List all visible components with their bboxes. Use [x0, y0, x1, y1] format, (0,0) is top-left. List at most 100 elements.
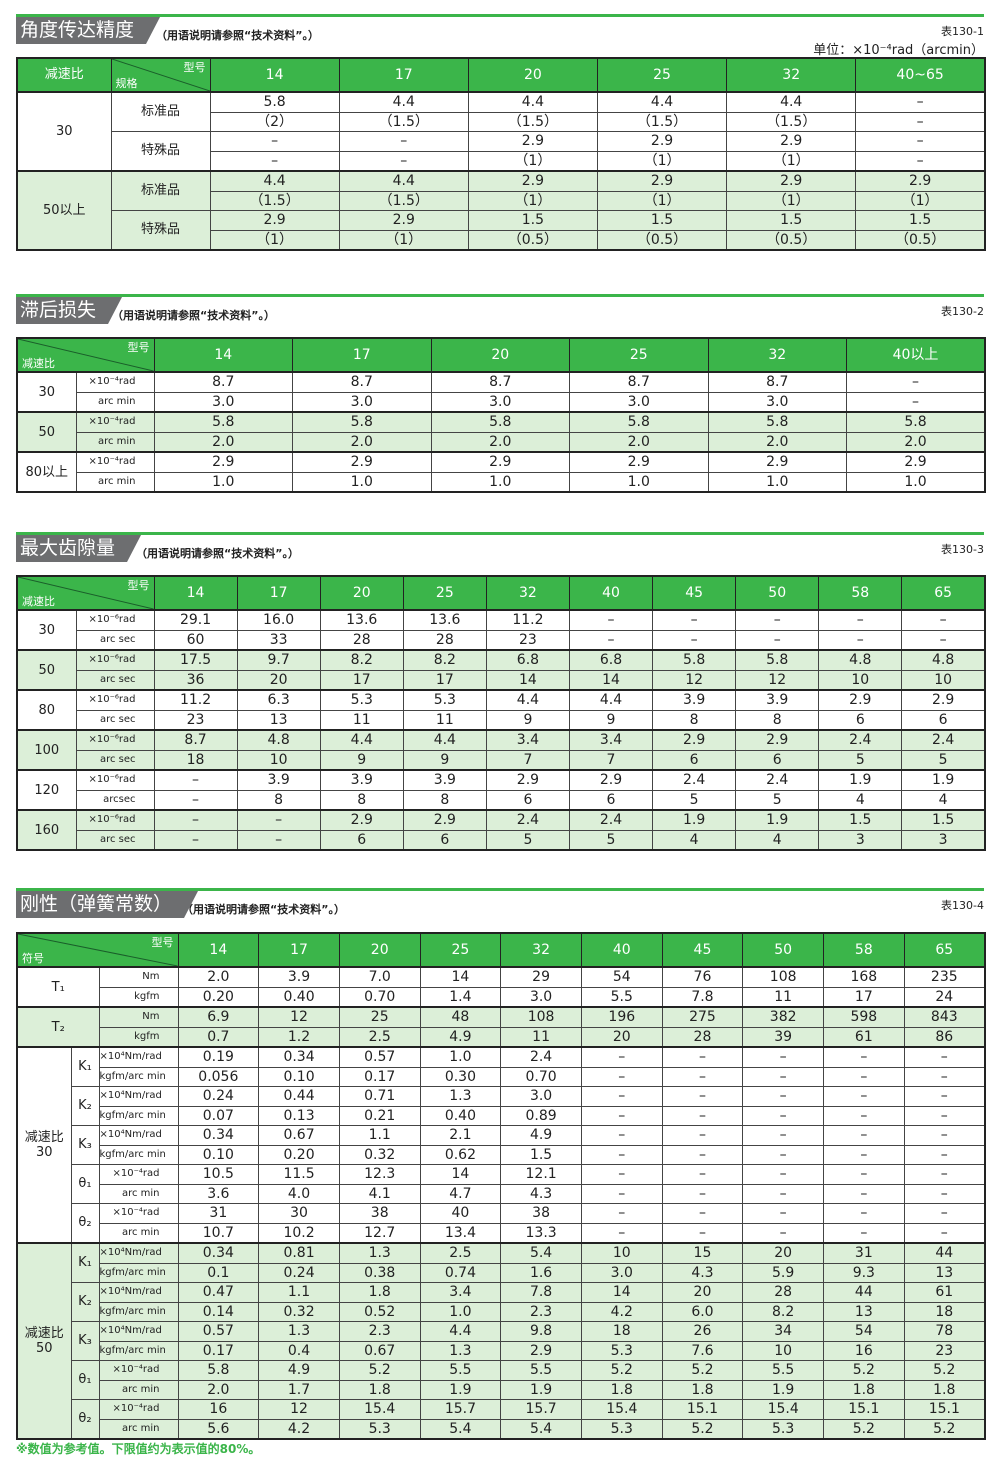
header-model-50: 50 — [742, 932, 824, 968]
table-row: kgfm/arc min 0.10 0.20 0.32 0.62 1.5– – – – – — [17, 1144, 986, 1165]
corner-model-label: 型号 — [151, 936, 174, 949]
value-cell: – — [823, 1203, 905, 1224]
value-cell: 5.8 — [735, 649, 820, 671]
value-cell: 1.5 — [467, 210, 598, 231]
unit-cell: ×10⁻⁴rad — [75, 371, 155, 393]
table-row: arc min 2.0 2.0 2.0 2.0 2.0 2.0 — [17, 431, 986, 453]
item-label: K₃ — [70, 1321, 100, 1361]
value-cell: – — [855, 111, 986, 132]
table-row: 减速比 30 K₁ ×10⁴Nm/rad 0.19 0.34 0.57 1.0 2.4– – – –… — [16, 1046, 986, 1244]
value-cell: 1.0 — [292, 471, 432, 493]
value-cell: 18 — [903, 1301, 986, 1322]
value-cell: – — [855, 131, 986, 152]
table-row: 减速比 50 K₁ ×10⁴Nm/rad 0.34 0.81 1.3 2.5 5.4 10 15 2… — [16, 1242, 986, 1440]
unit-cell: ×10⁻⁶rad — [75, 809, 155, 831]
value-cell: 4.9 — [258, 1360, 340, 1381]
header-corner: 型号 规格 — [110, 57, 211, 93]
table-row: K₃ ×10⁴Nm/rad 0.57 1.3 2.3 4.4 9.8 18 26 34 54 78 — [17, 1321, 986, 1361]
value-cell: 3.0 — [707, 391, 847, 413]
table-row: arc min 3.6 4.0 4.1 4.7 4.3– – – – – — [17, 1183, 986, 1204]
value-cell: 0.32 — [258, 1301, 340, 1322]
table-row: 30 ×10⁻⁴rad 8.7 8.7 8.7 8.7 8.7– — [16, 371, 986, 413]
value-cell: 15.1 — [823, 1399, 905, 1420]
value-cell: 1.5 — [818, 809, 903, 831]
unit-cell: kgfm — [98, 1026, 179, 1048]
unit-cell: kgfm/arc min — [98, 1301, 179, 1322]
section-header: 最大齿隙量 （用语说明请参照“技术资料”。） 表130-3 — [16, 532, 984, 565]
value-cell: 15.7 — [500, 1399, 582, 1420]
table-row: arcsec –8 8 8 6 6 5 5 4 4 — [17, 789, 986, 811]
header-model-40~65: 40~65 — [855, 57, 986, 93]
value-cell: 0.7 — [177, 1026, 260, 1048]
value-cell: 4.4 — [419, 1321, 502, 1342]
value-cell: 5 — [568, 829, 654, 851]
table-row: 特殊品 2.9 2.9 1.5 1.5 1.5 1.5 — [17, 210, 986, 251]
value-cell: （1.5） — [338, 190, 469, 211]
value-cell: 5.8 — [707, 411, 847, 433]
section-header: 刚性（弹簧常数） （用语说明请参照“技术资料”。） 表130-4 — [16, 888, 984, 921]
unit-cell: ×10⁻⁶rad — [75, 609, 155, 631]
item-label: 标准品 — [110, 170, 211, 211]
value-cell: – — [661, 1046, 744, 1068]
value-cell: （0.5） — [467, 229, 598, 251]
value-cell: – — [580, 1144, 663, 1165]
value-cell: – — [661, 1164, 744, 1185]
table-row: 80以上 ×10⁻⁴rad 2.9 2.9 2.9 2.9 2.9 2.9 — [16, 451, 986, 493]
value-cell: 54 — [580, 966, 663, 988]
value-cell: – — [903, 1203, 986, 1224]
value-cell: 24 — [903, 986, 986, 1008]
value-cell: 44 — [903, 1242, 986, 1264]
value-cell: （1.5） — [338, 111, 469, 132]
value-cell: – — [580, 1183, 663, 1204]
value-cell: – — [903, 1222, 986, 1244]
value-cell: 28 — [319, 629, 404, 651]
value-cell: 5.6 — [177, 1418, 260, 1440]
value-cell: 3.0 — [569, 391, 709, 413]
value-cell: （1.5） — [209, 190, 340, 211]
value-cell: 0.24 — [177, 1086, 260, 1107]
value-cell: 2.9 — [467, 170, 598, 192]
value-cell: 1.8 — [903, 1379, 986, 1400]
value-cell: 168 — [823, 966, 905, 988]
value-cell: 2.9 — [901, 689, 986, 711]
value-cell: 5.8 — [177, 1360, 260, 1381]
value-cell: 598 — [823, 1006, 905, 1028]
value-cell: 5.3 — [402, 689, 487, 711]
value-cell: 1.3 — [338, 1242, 421, 1264]
value-cell: 6.8 — [485, 649, 570, 671]
group-label: 30 — [16, 371, 77, 413]
value-cell: 7.0 — [338, 966, 421, 988]
unit-cell: kgfm/arc min — [98, 1144, 179, 1165]
value-cell: – — [652, 629, 737, 651]
value-cell: – — [153, 809, 238, 831]
value-cell: 28 — [661, 1026, 744, 1048]
value-cell: 3.4 — [419, 1282, 502, 1303]
value-cell: 16.0 — [236, 609, 321, 631]
group-label: 30 — [16, 609, 77, 651]
value-cell: 0.1 — [177, 1262, 260, 1283]
value-cell: 235 — [903, 966, 986, 988]
value-cell: 5.8 — [652, 649, 737, 671]
table-row: θ₂ ×10⁻⁴rad 31 30 38 40 38– – – – – — [17, 1203, 986, 1244]
unit-cell: ×10⁻⁶rad — [75, 729, 155, 751]
unit-cell: kgfm/arc min — [98, 1340, 179, 1361]
value-cell: 0.24 — [258, 1262, 340, 1283]
value-cell: 6 — [485, 789, 570, 811]
value-cell: 1.0 — [846, 471, 986, 493]
value-cell: 2.4 — [500, 1046, 582, 1068]
value-cell: 2.9 — [735, 729, 820, 751]
header-reduction-ratio: 减速比 — [16, 57, 112, 93]
table-row: 100 ×10⁻⁶rad 8.7 4.8 4.4 4.4 3.4 3.4 2.9 2.9 2.4 2.… — [16, 729, 986, 771]
value-cell: 14 — [580, 1282, 663, 1303]
value-cell: – — [823, 1222, 905, 1244]
unit-cell: kgfm/arc min — [98, 1262, 179, 1283]
value-cell: – — [568, 629, 654, 651]
value-cell: – — [209, 131, 340, 152]
table-row: kgfm/arc min 0.056 0.10 0.17 0.30 0.70– – – – – — [17, 1066, 986, 1087]
section-4: 刚性（弹簧常数） （用语说明请参照“技术资料”。） 表130-4 型号 符号 14 17 20… — [16, 888, 986, 1440]
value-cell: 6 — [402, 829, 487, 851]
value-cell: 5.8 — [209, 91, 340, 113]
unit-cell: ×10⁴Nm/rad — [98, 1242, 179, 1264]
value-cell: 2.9 — [596, 131, 728, 152]
value-cell: 0.74 — [419, 1262, 502, 1283]
